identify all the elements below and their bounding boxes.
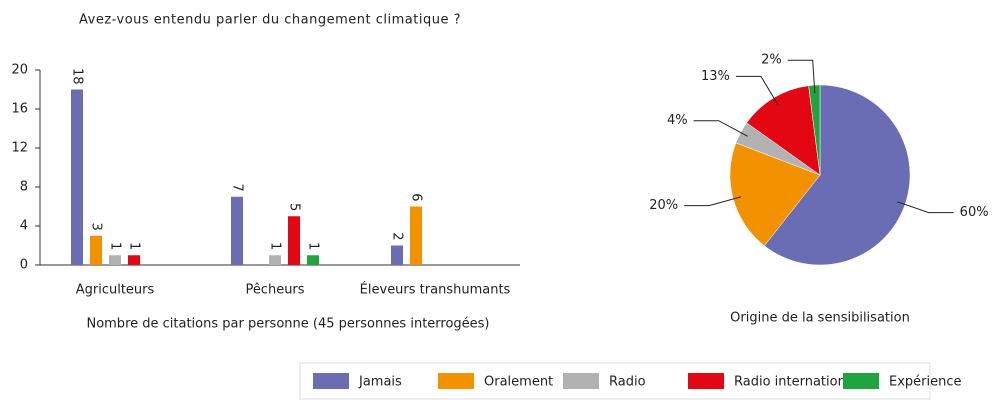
bar [109, 255, 121, 265]
y-tick-label: 12 [11, 141, 28, 156]
legend-label: Radio internationale [734, 375, 865, 390]
legend-label: Jamais [358, 375, 402, 390]
y-tick-label: 20 [11, 63, 28, 78]
legend-swatch [843, 373, 879, 389]
leader-line [787, 59, 816, 94]
x-axis-title: Nombre de citations par personne (45 per… [86, 317, 489, 332]
pie-value-label: 60% [960, 205, 989, 220]
bar [410, 206, 422, 265]
chart-title: Avez-vous entendu parler du changement c… [79, 13, 461, 28]
y-tick-label: 8 [20, 180, 28, 195]
legend-label: Oralement [484, 375, 553, 390]
legend-label: Expérience [889, 375, 962, 390]
pie-value-label: 2% [761, 53, 782, 68]
pie-value-label: 13% [701, 69, 730, 84]
pie-title: Origine de la sensibilisation [730, 311, 910, 326]
leader-line [897, 201, 954, 214]
bar [269, 255, 281, 265]
bar [288, 216, 300, 265]
bar-value-label: 7 [230, 183, 245, 191]
bar-value-label: 2 [390, 232, 405, 240]
pie-value-label: 4% [667, 113, 688, 128]
x-tick-label: Éleveurs transhumants [360, 282, 511, 298]
bar-value-label: 1 [268, 242, 283, 250]
bar-value-label: 6 [409, 193, 424, 201]
legend-label: Radio [609, 375, 646, 390]
x-tick-label: Agriculteurs [76, 283, 155, 298]
bar [231, 196, 243, 265]
legend-swatch [563, 373, 599, 389]
leader-line [684, 196, 742, 207]
bar [128, 255, 140, 265]
bar-value-label: 18 [70, 68, 85, 85]
leader-line [693, 120, 748, 137]
legend-swatch [688, 373, 724, 389]
x-tick-label: Pêcheurs [245, 283, 304, 298]
bar [71, 89, 83, 265]
y-tick-label: 16 [11, 102, 28, 117]
legend-box [299, 362, 931, 400]
bar-value-label: 5 [287, 203, 302, 211]
bar-value-label: 1 [306, 242, 321, 250]
y-tick-label: 4 [20, 219, 28, 234]
pie-value-label: 20% [649, 198, 678, 213]
bar [90, 235, 102, 265]
bar-value-label: 1 [108, 242, 123, 250]
leader-line [735, 75, 779, 105]
y-tick-label: 0 [20, 258, 28, 273]
bar [307, 255, 319, 265]
bar [391, 245, 403, 265]
bar-value-label: 1 [127, 242, 142, 250]
legend-swatch [438, 373, 474, 389]
legend-swatch [313, 373, 349, 389]
bar-value-label: 3 [89, 222, 104, 230]
